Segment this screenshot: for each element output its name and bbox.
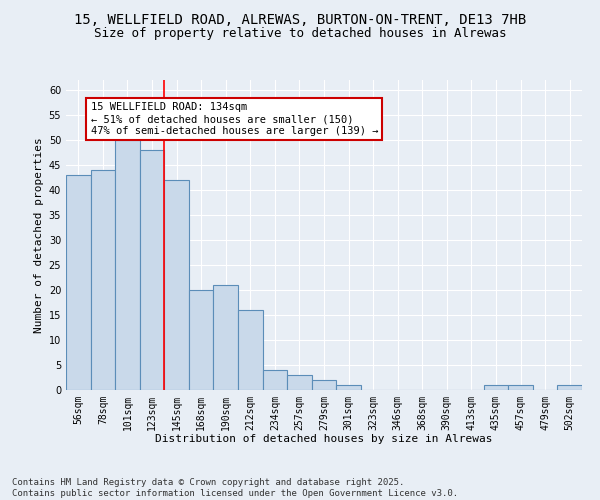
Bar — [214, 285, 238, 390]
Bar — [66, 175, 91, 390]
Text: 15, WELLFIELD ROAD, ALREWAS, BURTON-ON-TRENT, DE13 7HB: 15, WELLFIELD ROAD, ALREWAS, BURTON-ON-T… — [74, 12, 526, 26]
Y-axis label: Number of detached properties: Number of detached properties — [34, 137, 44, 333]
Bar — [312, 380, 336, 390]
Bar — [508, 385, 533, 390]
Bar — [336, 385, 361, 390]
Text: Size of property relative to detached houses in Alrewas: Size of property relative to detached ho… — [94, 28, 506, 40]
Text: 15 WELLFIELD ROAD: 134sqm
← 51% of detached houses are smaller (150)
47% of semi: 15 WELLFIELD ROAD: 134sqm ← 51% of detac… — [91, 102, 378, 136]
Bar — [238, 310, 263, 390]
Bar — [140, 150, 164, 390]
Bar — [263, 370, 287, 390]
X-axis label: Distribution of detached houses by size in Alrewas: Distribution of detached houses by size … — [155, 434, 493, 444]
Bar — [115, 140, 140, 390]
Bar — [164, 180, 189, 390]
Bar — [287, 375, 312, 390]
Bar — [484, 385, 508, 390]
Bar — [91, 170, 115, 390]
Bar — [189, 290, 214, 390]
Bar — [557, 385, 582, 390]
Text: Contains HM Land Registry data © Crown copyright and database right 2025.
Contai: Contains HM Land Registry data © Crown c… — [12, 478, 458, 498]
